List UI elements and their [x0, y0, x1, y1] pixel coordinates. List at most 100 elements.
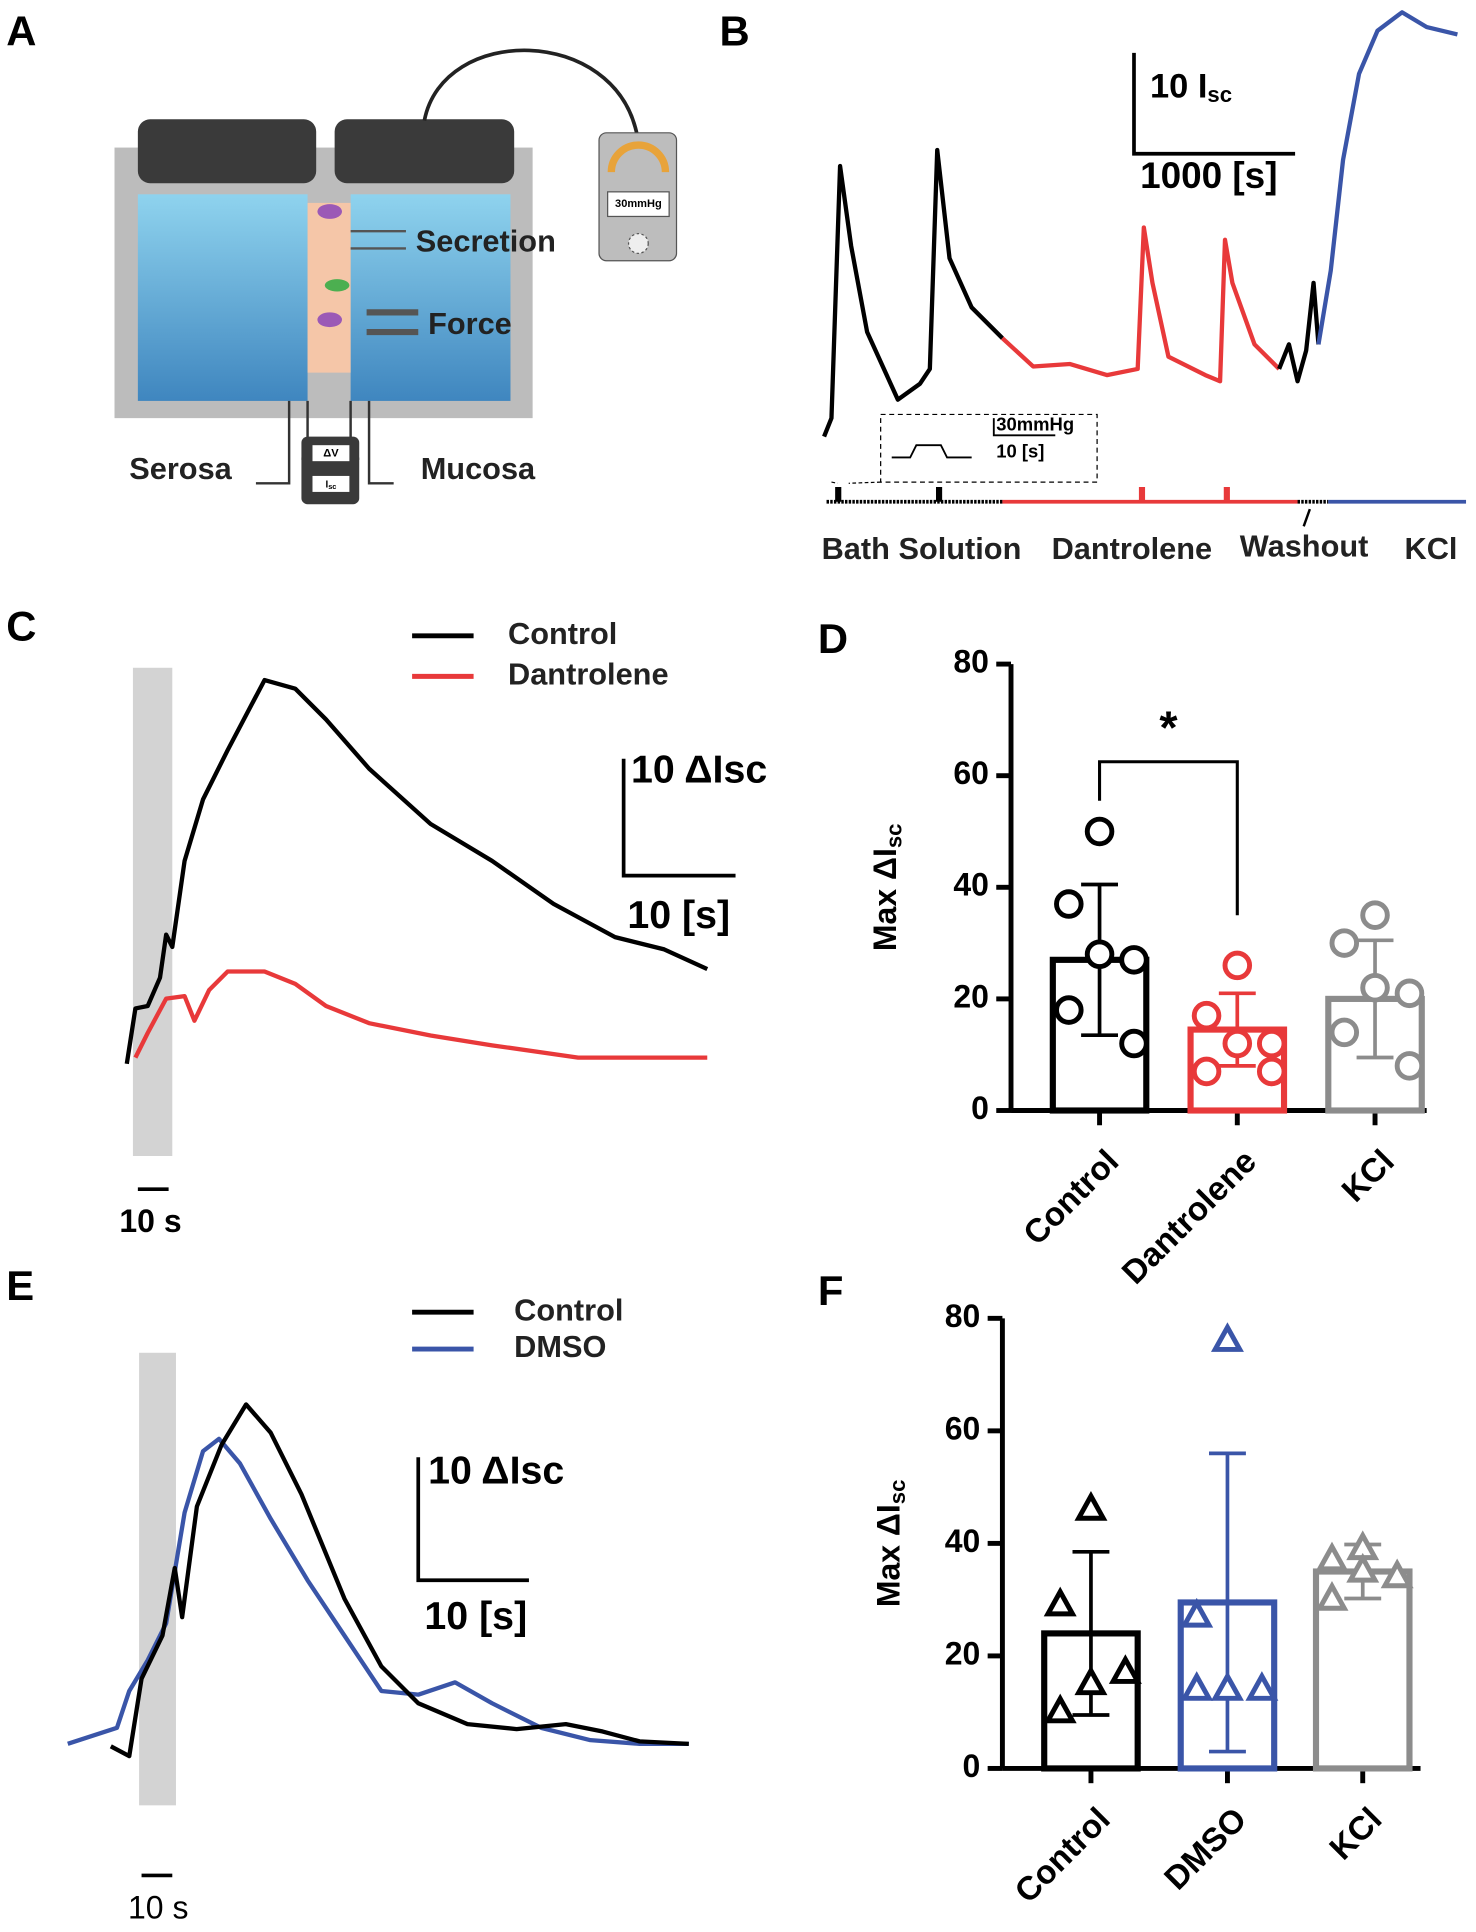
scale-bar	[416, 1457, 529, 1583]
trace-panel: Control DMSO 10 ΔIsc 10 [s] 10 s	[67, 1292, 689, 1925]
panel-label: E	[6, 1262, 34, 1309]
scale-bar	[1132, 52, 1296, 156]
data-point	[1180, 1671, 1214, 1701]
data-point	[1329, 928, 1360, 958]
x-tick-label: DMSO	[1158, 1801, 1255, 1898]
trace	[1316, 10, 1458, 345]
data-point	[1084, 816, 1115, 847]
data-point	[1329, 1017, 1360, 1048]
data-point	[1222, 1028, 1253, 1059]
data-point	[1256, 1056, 1287, 1087]
y-tick-label: 60	[945, 1410, 981, 1446]
data-point	[1380, 1558, 1414, 1589]
significance-label: *	[1159, 701, 1178, 753]
stimulus-shade	[132, 667, 173, 1157]
meter-label: Isc	[325, 479, 336, 491]
knob	[627, 233, 649, 254]
meter-screen	[312, 475, 350, 492]
meter-screen	[312, 445, 350, 462]
y-axis-label-sub: sc	[885, 1480, 910, 1505]
time-bar-label: 10 s	[128, 1889, 188, 1925]
data-point	[1210, 1671, 1244, 1701]
legend-label: Control	[514, 1292, 623, 1327]
cap	[137, 119, 317, 184]
inset-scale	[992, 418, 1056, 437]
data-point	[1245, 1671, 1279, 1701]
arrow	[366, 309, 419, 336]
stimulus	[835, 486, 943, 502]
data-point	[1222, 950, 1253, 981]
trace	[1277, 280, 1321, 384]
x-tick-label: Control	[1017, 1143, 1127, 1253]
stimulus	[1138, 486, 1230, 502]
trace	[822, 147, 1004, 438]
label: Secretion	[416, 224, 556, 259]
cell	[317, 204, 343, 219]
y-axis-label: Max ΔI	[871, 1504, 907, 1607]
condition-label: Washout	[1240, 529, 1369, 564]
legend-label: Control	[508, 616, 617, 651]
panel-label: A	[6, 7, 36, 54]
data-point	[1074, 1491, 1108, 1521]
label: Serosa	[129, 451, 232, 486]
scale-label: 10 I	[1150, 68, 1207, 106]
data-point	[1191, 1000, 1222, 1031]
condition-label: Dantrolene	[1052, 531, 1213, 566]
trace	[67, 1436, 689, 1746]
data-point	[1119, 1028, 1149, 1059]
data-point	[1054, 995, 1084, 1025]
condition-label: Bath Solution	[822, 531, 1022, 566]
y-tick-label: 0	[971, 1090, 989, 1126]
legend-label: Dantrolene	[508, 657, 669, 692]
meter-label-sub: sc	[328, 482, 336, 491]
gauge-dial	[607, 141, 670, 173]
y-tick-label: 40	[945, 1523, 981, 1559]
serosa-bath	[137, 194, 308, 401]
y-tick-label: 0	[962, 1748, 980, 1784]
data-point	[1315, 1541, 1349, 1572]
data-point	[1394, 1051, 1425, 1081]
data-point	[1210, 1322, 1244, 1352]
x-tick-label: Dantrolene	[1115, 1143, 1264, 1292]
x-tick-label: Control	[1008, 1801, 1118, 1911]
wire	[422, 48, 639, 136]
arrow	[350, 229, 406, 250]
y-axis-label: Max ΔIsc	[871, 1480, 910, 1608]
data-point	[1043, 1586, 1077, 1617]
inset-box	[880, 413, 1098, 483]
scale-label: 10 Isc	[1150, 68, 1232, 107]
trace	[109, 1402, 689, 1759]
stimulus-shade	[139, 1352, 176, 1806]
cell	[324, 279, 350, 292]
data-point	[1315, 1581, 1349, 1611]
y-tick-label: 20	[945, 1635, 981, 1671]
condition-label: KCl	[1405, 531, 1458, 566]
trace	[1000, 225, 1281, 384]
mucosa-bath	[350, 194, 511, 401]
data-point	[1394, 978, 1425, 1009]
data-point	[1108, 1654, 1142, 1684]
scale-label: 10 [s]	[627, 893, 730, 937]
scale-label: 10 ΔIsc	[631, 748, 767, 792]
panel-label: B	[720, 7, 750, 54]
data-point	[1256, 1028, 1287, 1059]
y-axis-label: Max ΔIsc	[867, 824, 906, 952]
panel-label: C	[6, 603, 36, 650]
x-tick-label: KCl	[1335, 1143, 1402, 1210]
inset-label: 10 [s]	[996, 440, 1044, 461]
data-point	[1043, 1693, 1077, 1724]
gauge-display	[607, 191, 670, 218]
trace-panel: 10 Isc 1000 [s] 30mmHg 10 [s] Bath Solut…	[822, 10, 1467, 566]
time-bar-label: 10 s	[119, 1203, 181, 1239]
data-point	[1180, 1597, 1214, 1628]
y-axis-label: Max ΔI	[867, 848, 903, 951]
x-tick-label: KCl	[1323, 1801, 1390, 1868]
cap	[334, 119, 515, 184]
scale-label: 1000 [s]	[1140, 155, 1277, 196]
data-point	[1360, 972, 1390, 1003]
trace	[124, 677, 709, 1065]
scale-label-sub: sc	[1207, 82, 1232, 107]
